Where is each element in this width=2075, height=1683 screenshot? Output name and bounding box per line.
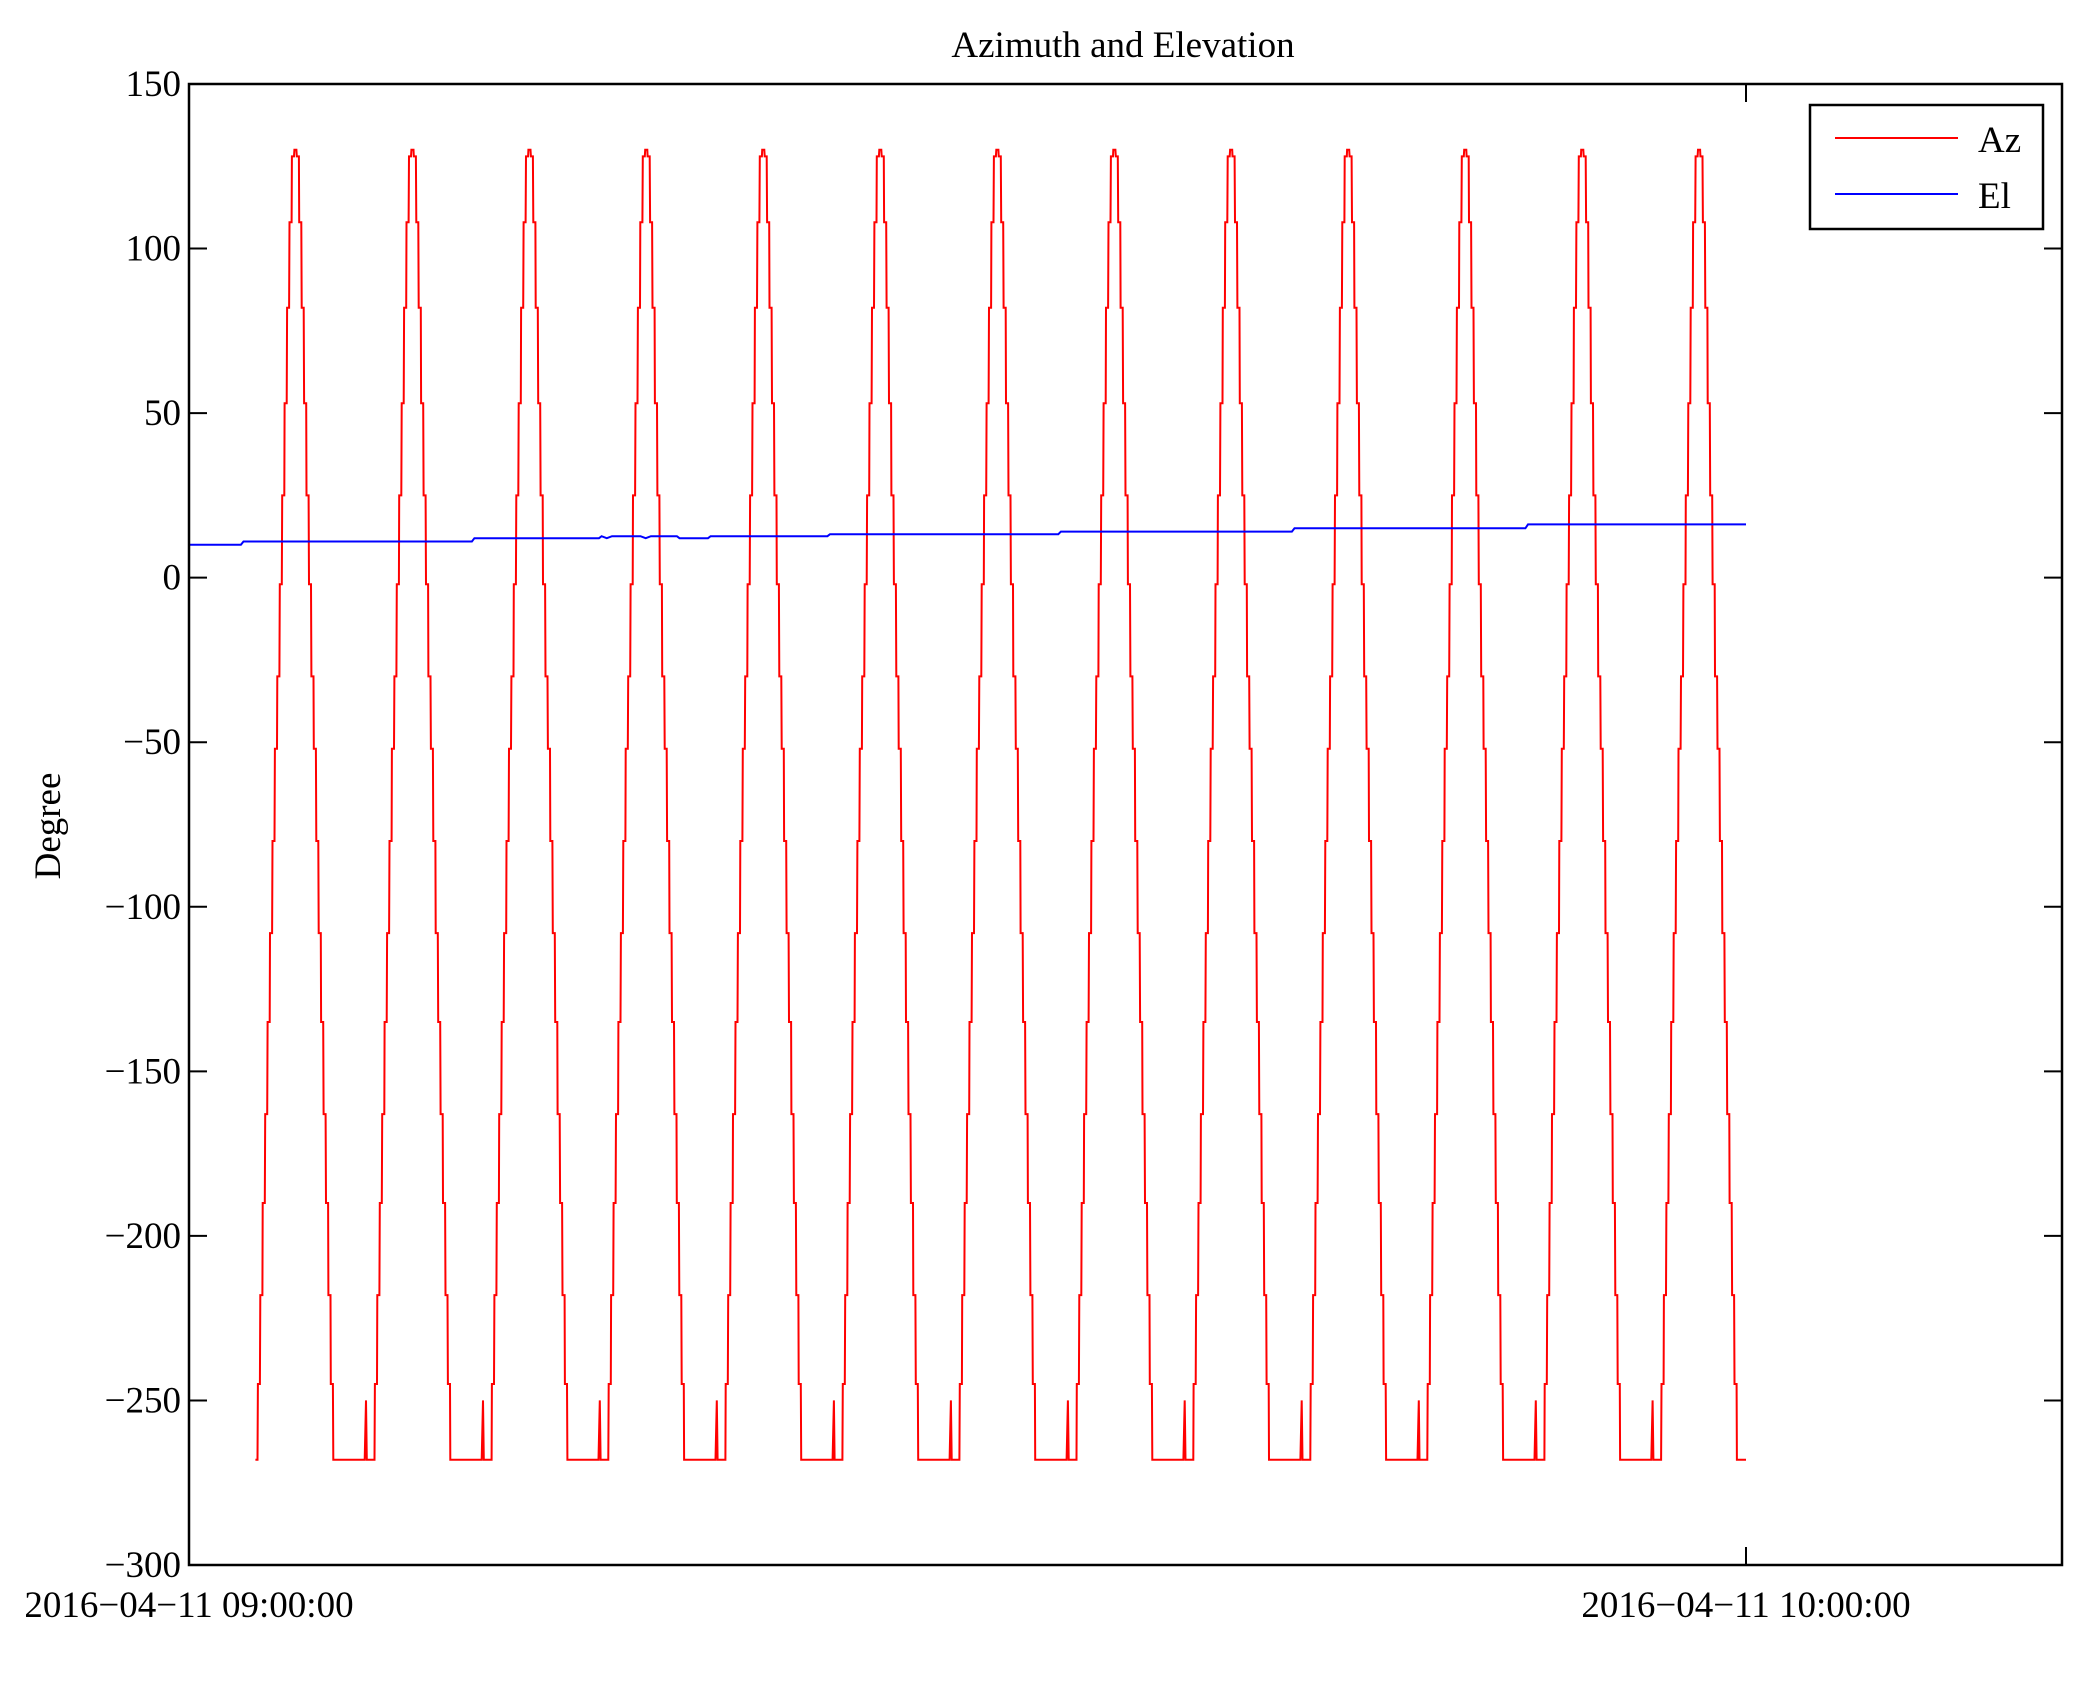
y-tick-label: −150 — [105, 1051, 181, 1092]
y-tick-label: −250 — [105, 1380, 181, 1421]
axis-ticks: 150100500−50−100−150−200−250−3002016−04−… — [24, 64, 2062, 1626]
y-tick-label: −50 — [123, 722, 181, 763]
y-axis-label: Degree — [28, 773, 69, 880]
legend-box — [1808, 103, 2045, 231]
legend: Az El — [1808, 103, 2045, 231]
y-tick-label: 150 — [126, 64, 182, 105]
y-tick-label: −200 — [105, 1216, 181, 1257]
plot-frame — [187, 82, 2064, 1567]
y-tick-label: −300 — [105, 1545, 181, 1586]
az-series-line — [255, 148, 1746, 1461]
chart-title: Azimuth and Elevation — [951, 25, 1294, 66]
series-layer — [189, 148, 1746, 1461]
legend-el-label: El — [1978, 176, 2011, 217]
x-tick-label: 2016−04−11 09:00:00 — [24, 1585, 353, 1626]
y-tick-label: −100 — [105, 887, 181, 928]
y-tick-label: 100 — [126, 229, 182, 270]
y-tick-label: 0 — [163, 558, 182, 599]
y-tick-label: 50 — [144, 393, 181, 434]
x-tick-label: 2016−04−11 10:00:00 — [1581, 1585, 1910, 1626]
legend-az-label: Az — [1978, 120, 2021, 161]
el-series-line — [189, 523, 1746, 546]
